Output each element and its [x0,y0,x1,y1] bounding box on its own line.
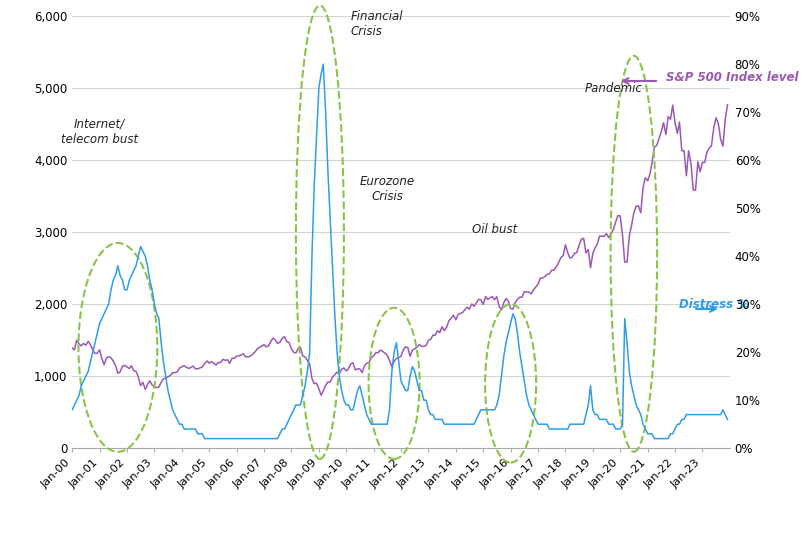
Text: Distress %: Distress % [679,298,750,310]
Text: Pandemic: Pandemic [585,83,642,96]
Text: Financial
Crisis: Financial Crisis [350,10,403,38]
Text: S&P 500 Index level: S&P 500 Index level [666,71,799,84]
Text: Eurozone
Crisis: Eurozone Crisis [359,176,415,204]
Text: Internet/
telecom bust: Internet/ telecom bust [61,118,138,146]
Text: Oil bust: Oil bust [472,223,517,236]
